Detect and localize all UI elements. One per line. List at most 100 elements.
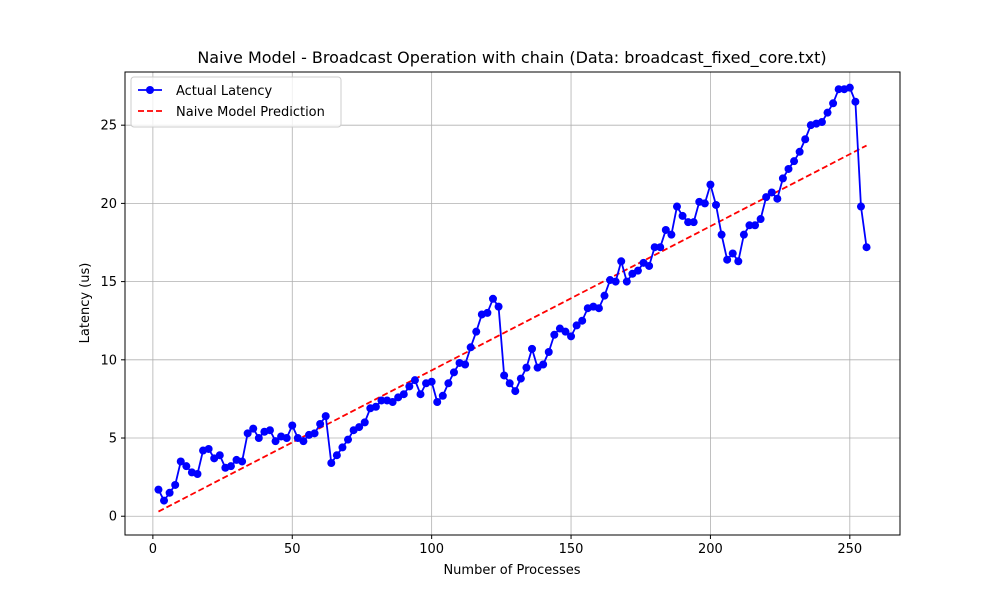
data-point-actual-latency (494, 302, 503, 311)
data-point-actual-latency (795, 147, 804, 156)
data-point-actual-latency (622, 277, 631, 286)
data-point-actual-latency (360, 418, 369, 427)
data-point-actual-latency (862, 243, 871, 252)
data-point-actual-latency (321, 412, 330, 421)
data-point-actual-latency (594, 304, 603, 313)
data-point-actual-latency (505, 379, 514, 388)
data-point-actual-latency (238, 457, 247, 466)
data-point-actual-latency (176, 457, 185, 466)
legend: Actual Latency Naive Model Prediction (130, 76, 342, 128)
y-tick-label: 5 (109, 432, 117, 447)
data-point-actual-latency (550, 330, 559, 339)
data-point-actual-latency (784, 164, 793, 173)
data-point-actual-latency (299, 437, 308, 446)
data-point-actual-latency (165, 488, 174, 497)
data-point-actual-latency (500, 371, 509, 380)
data-point-actual-latency (734, 257, 743, 266)
data-point-actual-latency (829, 99, 838, 108)
data-point-actual-latency (182, 462, 191, 471)
data-point-actual-latency (773, 194, 782, 203)
data-point-actual-latency (472, 327, 481, 336)
data-point-actual-latency (522, 363, 531, 372)
data-point-actual-latency (778, 174, 787, 183)
data-point-actual-latency (160, 496, 169, 505)
data-point-actual-latency (332, 451, 341, 460)
data-point-actual-latency (483, 308, 492, 317)
data-point-actual-latency (717, 230, 726, 239)
chart-title: Naive Model - Broadcast Operation with c… (197, 48, 826, 68)
data-point-actual-latency (344, 435, 353, 444)
axis-ticks: 0 50 100 150 200 250 0 5 10 15 20 25 (100, 119, 862, 557)
data-point-actual-latency (388, 398, 397, 407)
data-point-actual-latency (678, 211, 687, 220)
y-tick-label: 20 (100, 197, 117, 212)
data-point-actual-latency (851, 97, 860, 106)
data-point-actual-latency (801, 135, 810, 144)
plot-frame (124, 71, 901, 536)
data-point-actual-latency (745, 221, 754, 230)
data-point-actual-latency (672, 202, 681, 211)
x-tick-label: 100 (419, 542, 444, 557)
data-point-actual-latency (249, 424, 258, 433)
data-point-actual-latency (572, 321, 581, 330)
data-point-actual-latency (817, 118, 826, 127)
data-point-actual-latency (466, 343, 475, 352)
x-tick-label: 200 (698, 542, 723, 557)
data-point-actual-latency (254, 434, 263, 443)
data-point-actual-latency (712, 200, 721, 209)
data-point-actual-latency (751, 221, 760, 230)
data-point-actual-latency (728, 249, 737, 258)
data-point-actual-latency (539, 360, 548, 369)
data-point-actual-latency (511, 387, 520, 396)
data-point-actual-latency (377, 396, 386, 405)
data-point-actual-latency (567, 332, 576, 341)
data-point-actual-latency (243, 429, 252, 438)
data-point-actual-latency (488, 294, 497, 303)
y-tick-label: 25 (100, 119, 117, 134)
data-point-actual-latency (834, 85, 843, 94)
data-point-actual-latency (661, 225, 670, 234)
y-tick-label: 10 (100, 353, 117, 368)
y-tick-label: 0 (109, 510, 117, 525)
data-point-actual-latency (449, 368, 458, 377)
legend-label-actual-latency: Actual Latency (176, 84, 273, 99)
x-tick-label: 0 (149, 542, 157, 557)
data-point-actual-latency (600, 291, 609, 300)
data-point-actual-latency (193, 469, 202, 478)
data-point-actual-latency (845, 83, 854, 92)
data-point-actual-latency (204, 444, 213, 453)
data-point-actual-latency (739, 230, 748, 239)
x-tick-label: 150 (559, 542, 584, 557)
legend-label-naive-model-prediction: Naive Model Prediction (176, 105, 325, 120)
data-point-actual-latency (405, 382, 414, 391)
data-point-actual-latency (438, 391, 447, 400)
data-point-actual-latency (288, 421, 297, 430)
data-point-actual-latency (271, 437, 280, 446)
data-point-actual-latency (433, 398, 442, 407)
data-point-actual-latency (667, 230, 676, 239)
data-point-actual-latency (444, 379, 453, 388)
x-tick-label: 250 (837, 542, 862, 557)
data-point-actual-latency (427, 377, 436, 386)
data-point-actual-latency (516, 374, 525, 383)
data-point-actual-latency (154, 485, 163, 494)
data-point-actual-latency (790, 157, 799, 166)
data-point-actual-latency (689, 218, 698, 227)
data-point-actual-latency (215, 451, 224, 460)
data-point-actual-latency (265, 426, 274, 435)
data-point-actual-latency (578, 316, 587, 325)
data-point-actual-latency (282, 434, 291, 443)
data-point-actual-latency (416, 390, 425, 399)
data-point-actual-latency (645, 261, 654, 270)
data-point-actual-latency (684, 218, 693, 227)
y-tick-label: 15 (100, 275, 117, 290)
data-point-actual-latency (756, 215, 765, 224)
data-point-actual-latency (371, 402, 380, 411)
data-point-actual-latency (310, 429, 319, 438)
data-point-actual-latency (767, 188, 776, 197)
data-point-actual-latency (316, 419, 325, 428)
data-point-actual-latency (706, 180, 715, 189)
data-point-actual-latency (561, 327, 570, 336)
